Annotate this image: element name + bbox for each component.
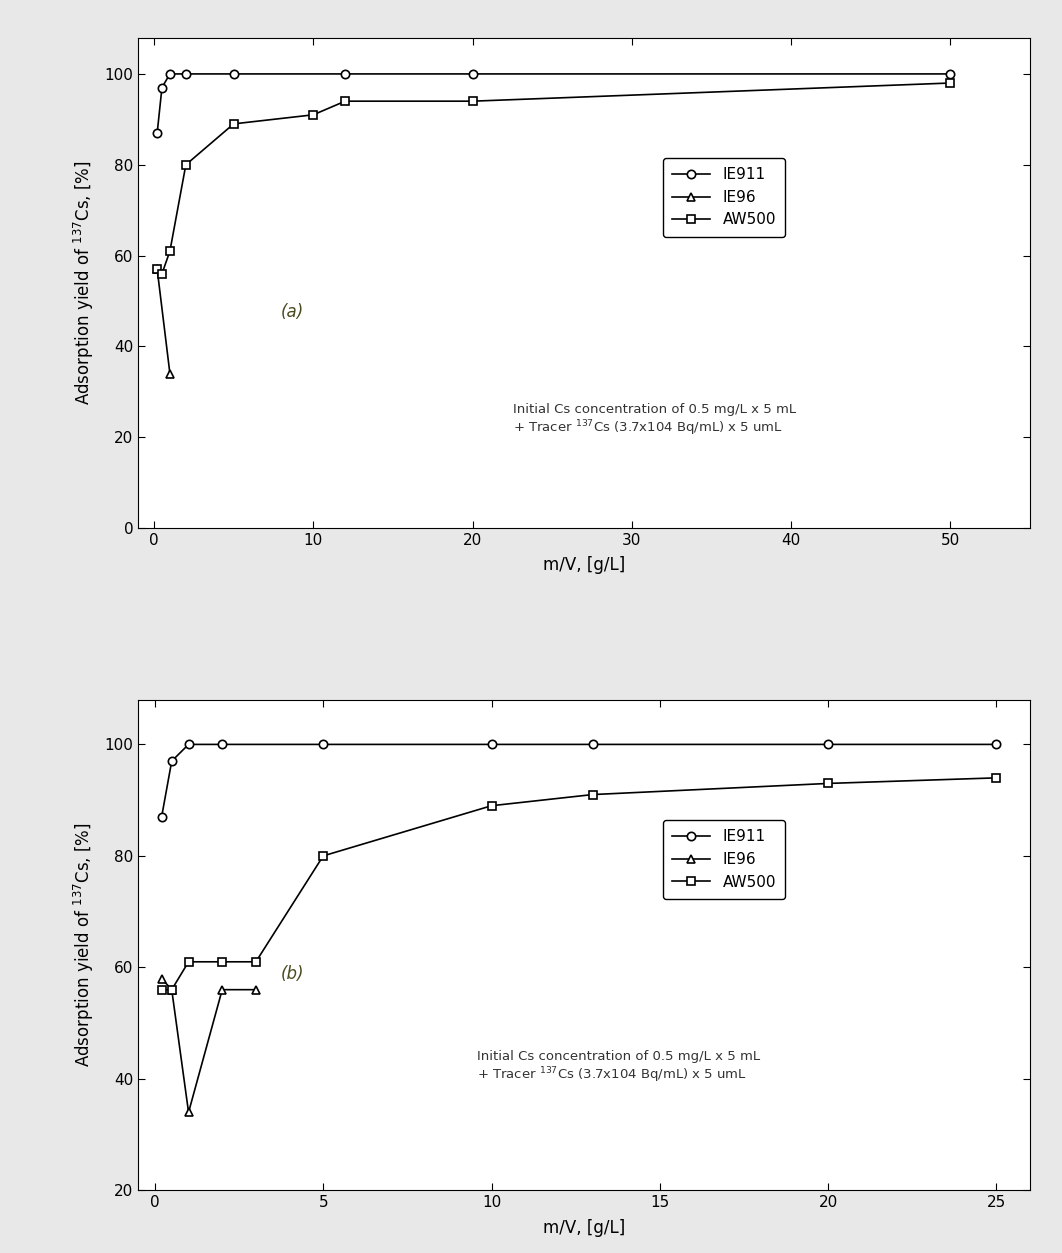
IE911 (586, 737, 599, 752)
AW500 (179, 157, 192, 172)
IE96 (164, 366, 176, 381)
IE96 (183, 1105, 195, 1120)
IE96 (166, 982, 178, 997)
X-axis label: m/V, [g/L]: m/V, [g/L] (543, 556, 626, 574)
AW500 (155, 266, 168, 281)
IE911 (466, 66, 479, 81)
IE911 (151, 125, 164, 140)
Line: AW500: AW500 (153, 79, 955, 278)
Line: AW500: AW500 (157, 773, 1000, 994)
IE911 (155, 80, 168, 95)
IE911 (227, 66, 240, 81)
IE911 (944, 66, 957, 81)
AW500 (227, 117, 240, 132)
Line: IE96: IE96 (157, 975, 260, 1116)
IE911 (990, 737, 1003, 752)
IE911 (316, 737, 329, 752)
AW500 (822, 776, 835, 791)
Legend: IE911, IE96, AW500: IE911, IE96, AW500 (663, 158, 786, 237)
Line: IE96: IE96 (153, 266, 174, 378)
AW500 (151, 262, 164, 277)
AW500 (990, 771, 1003, 786)
AW500 (307, 108, 320, 123)
IE911 (155, 809, 168, 824)
AW500 (316, 848, 329, 863)
IE911 (822, 737, 835, 752)
IE911 (164, 66, 176, 81)
Line: IE911: IE911 (153, 70, 955, 137)
IE96 (155, 971, 168, 986)
Y-axis label: Adsorption yield of $^{137}$Cs, [%]: Adsorption yield of $^{137}$Cs, [%] (72, 160, 96, 405)
AW500 (155, 982, 168, 997)
AW500 (466, 94, 479, 109)
AW500 (485, 798, 498, 813)
Y-axis label: Adsorption yield of $^{137}$Cs, [%]: Adsorption yield of $^{137}$Cs, [%] (72, 823, 96, 1068)
X-axis label: m/V, [g/L]: m/V, [g/L] (543, 1219, 626, 1237)
IE911 (183, 737, 195, 752)
AW500 (250, 955, 262, 970)
IE911 (485, 737, 498, 752)
IE911 (339, 66, 352, 81)
IE911 (166, 753, 178, 768)
Text: (b): (b) (280, 965, 305, 984)
AW500 (944, 75, 957, 90)
IE96 (216, 982, 228, 997)
AW500 (166, 982, 178, 997)
IE96 (151, 262, 164, 277)
IE96 (250, 982, 262, 997)
AW500 (216, 955, 228, 970)
AW500 (586, 787, 599, 802)
Text: Initial Cs concentration of 0.5 mg/L x 5 mL
+ Tracer $^{137}$Cs (3.7x104 Bq/mL) : Initial Cs concentration of 0.5 mg/L x 5… (513, 402, 795, 437)
AW500 (183, 955, 195, 970)
Text: (a): (a) (280, 303, 304, 321)
IE911 (216, 737, 228, 752)
IE911 (179, 66, 192, 81)
Legend: IE911, IE96, AW500: IE911, IE96, AW500 (663, 821, 786, 898)
AW500 (339, 94, 352, 109)
AW500 (164, 243, 176, 258)
Text: Initial Cs concentration of 0.5 mg/L x 5 mL
+ Tracer $^{137}$Cs (3.7x104 Bq/mL) : Initial Cs concentration of 0.5 mg/L x 5… (477, 1050, 760, 1085)
Line: IE911: IE911 (157, 741, 1000, 821)
